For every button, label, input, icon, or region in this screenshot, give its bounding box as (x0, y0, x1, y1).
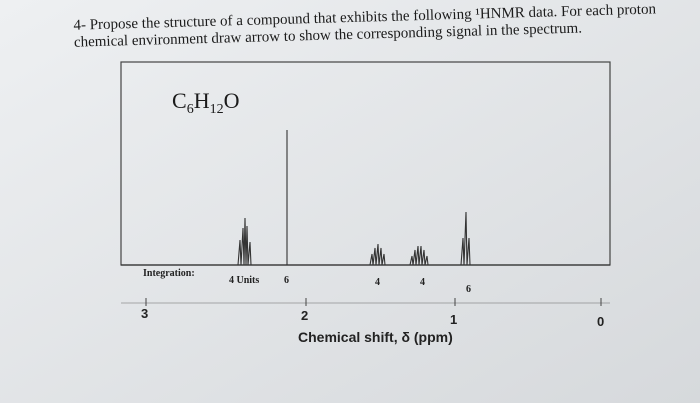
integration-value: 6 (466, 284, 471, 295)
axis-tick-label: 2 (301, 308, 308, 323)
spectrum: C6H12O Integration: 4 Units 6 4 4 6 3 2 … (120, 61, 611, 345)
peak (409, 245, 429, 266)
peak (369, 243, 386, 266)
formula-part: C (172, 88, 187, 113)
integration-value: 6 (284, 275, 289, 286)
formula-part: H (194, 88, 210, 113)
formula-part: 6 (187, 102, 194, 117)
axis-tick-label: 1 (450, 312, 457, 327)
peak (460, 211, 471, 266)
peak (237, 217, 252, 266)
formula-part: 12 (210, 102, 224, 117)
integration-value: 4 (375, 277, 380, 288)
axis-tick-label: 0 (597, 314, 604, 329)
axis-tick-label: 3 (141, 306, 148, 321)
axis-title: Chemical shift, δ (ppm) (298, 329, 453, 345)
formula-part: O (224, 88, 240, 113)
axis-ticks (145, 298, 602, 306)
integration-label: Integration: (143, 268, 195, 279)
formula: C6H12O (172, 88, 239, 117)
integration-value: 4 (420, 277, 425, 288)
integration-units: 4 Units (229, 275, 259, 286)
